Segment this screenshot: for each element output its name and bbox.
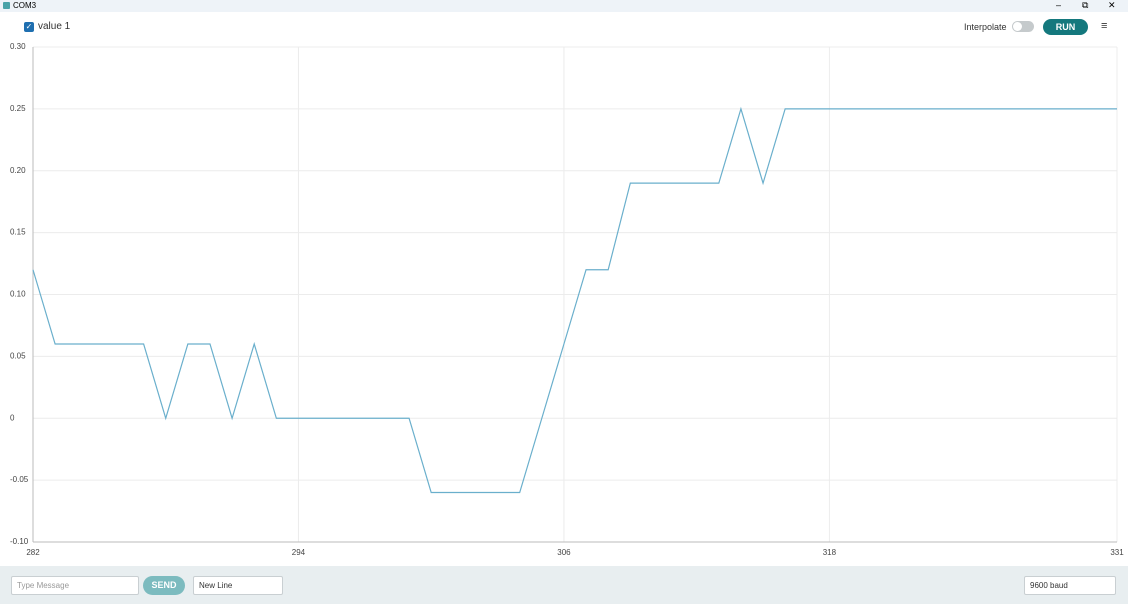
series-line (32, 106, 1117, 494)
send-button[interactable]: SEND (143, 576, 185, 595)
chart: -0.10 -0.05 0 0.05 0.10 0.15 0.20 0.25 0.30 282 29… (10, 42, 1124, 557)
y-tick-label: 0.30 (10, 42, 26, 51)
y-tick-label: 0.15 (10, 228, 26, 237)
legend-label: value 1 (38, 21, 71, 32)
x-tick-label: 331 (1110, 548, 1124, 557)
y-tick-label: 0.25 (10, 104, 26, 113)
close-button[interactable]: ✕ (1108, 0, 1116, 10)
y-tick-label: 0.20 (10, 166, 26, 175)
window-title: COM3 (13, 1, 37, 10)
run-button[interactable]: RUN (1043, 19, 1088, 35)
title-bar: COM3 – ⧉ ✕ (0, 0, 1128, 12)
x-tick-label: 294 (292, 548, 306, 557)
series-checkbox[interactable]: ✓ (24, 22, 34, 32)
line-ending-select[interactable]: New Line (193, 576, 283, 595)
y-tick-label: -0.05 (10, 475, 29, 484)
minimize-button[interactable]: – (1056, 0, 1062, 10)
x-tick-label: 306 (557, 548, 571, 557)
app-icon (3, 2, 10, 9)
maximize-button[interactable]: ⧉ (1082, 0, 1089, 10)
interpolate-toggle[interactable] (1012, 21, 1034, 32)
x-tick-label: 282 (26, 548, 40, 557)
y-tick-label: 0.10 (10, 290, 26, 299)
y-tick-label: -0.10 (10, 537, 29, 546)
x-tick-label: 318 (823, 548, 837, 557)
y-tick-label: 0 (10, 413, 15, 422)
menu-icon[interactable]: ≡ (1101, 20, 1108, 32)
interpolate-label: Interpolate (964, 22, 1007, 32)
footer: Type Message SEND New Line 9600 baud (0, 566, 1128, 604)
message-input[interactable]: Type Message (11, 576, 139, 595)
baud-select[interactable]: 9600 baud (1024, 576, 1116, 595)
y-tick-label: 0.05 (10, 351, 26, 360)
